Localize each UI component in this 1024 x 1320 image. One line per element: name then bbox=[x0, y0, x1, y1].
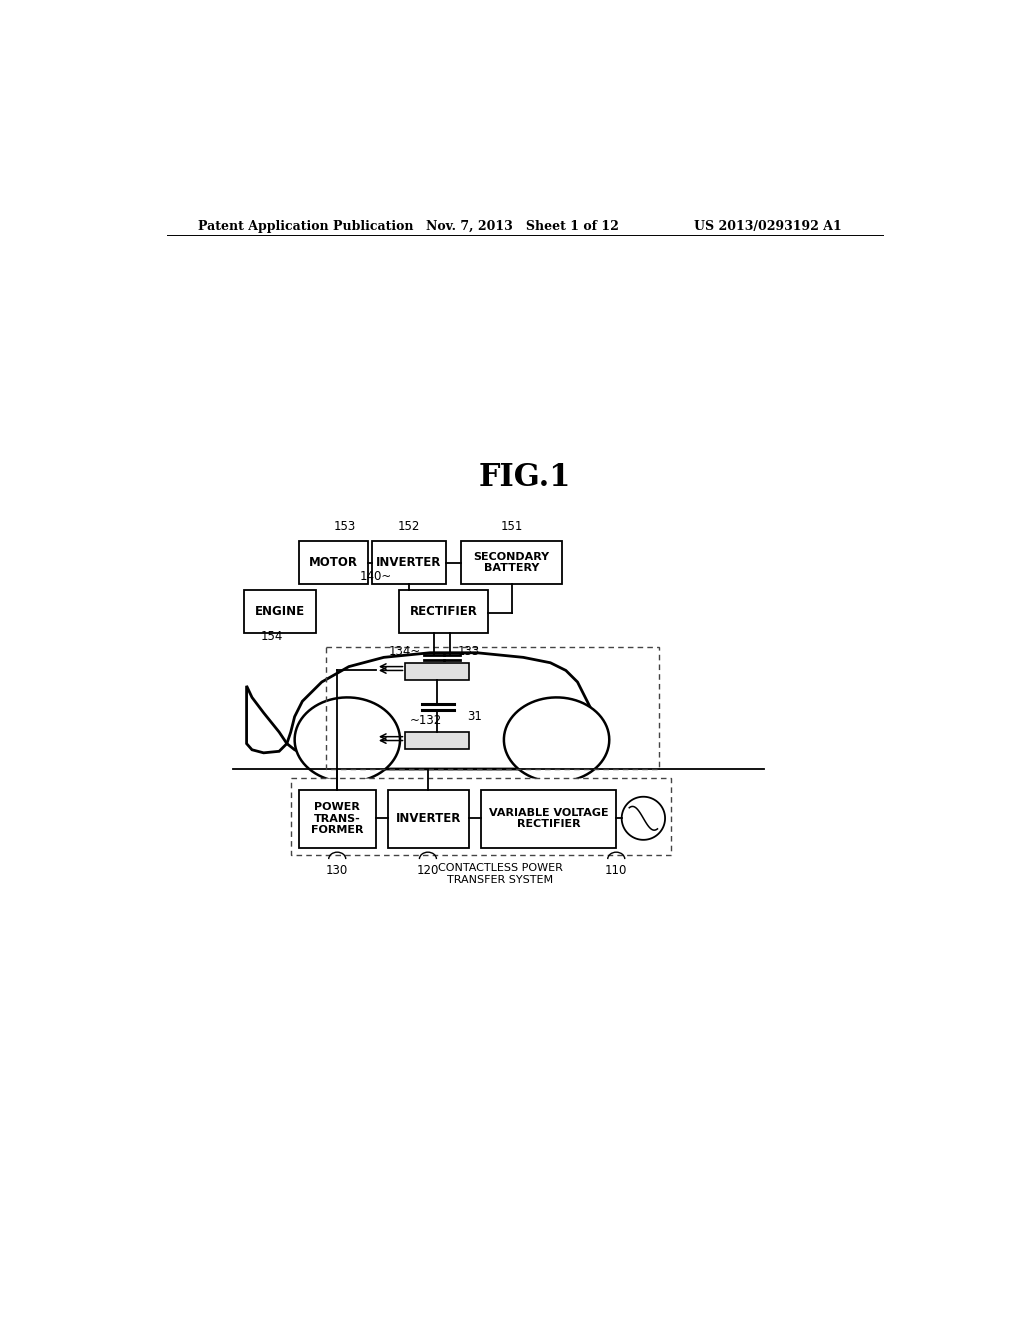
Text: 130: 130 bbox=[326, 865, 348, 878]
Text: SECONDARY
BATTERY: SECONDARY BATTERY bbox=[473, 552, 550, 573]
Text: 31: 31 bbox=[467, 710, 482, 723]
FancyBboxPatch shape bbox=[245, 590, 315, 632]
Text: ENGINE: ENGINE bbox=[255, 605, 305, 618]
Text: 154: 154 bbox=[260, 630, 283, 643]
FancyBboxPatch shape bbox=[406, 733, 469, 748]
Polygon shape bbox=[287, 653, 604, 770]
Text: CONTACTLESS POWER
TRANSFER SYSTEM: CONTACTLESS POWER TRANSFER SYSTEM bbox=[437, 863, 562, 884]
FancyBboxPatch shape bbox=[461, 541, 562, 585]
Polygon shape bbox=[295, 697, 400, 781]
Text: 152: 152 bbox=[397, 520, 420, 533]
Text: INVERTER: INVERTER bbox=[376, 556, 441, 569]
FancyBboxPatch shape bbox=[406, 663, 469, 680]
FancyBboxPatch shape bbox=[372, 541, 445, 585]
Text: 110: 110 bbox=[605, 865, 628, 878]
Polygon shape bbox=[622, 797, 665, 840]
Text: Patent Application Publication: Patent Application Publication bbox=[198, 219, 414, 232]
FancyBboxPatch shape bbox=[480, 789, 616, 847]
FancyBboxPatch shape bbox=[291, 779, 671, 855]
Text: INVERTER: INVERTER bbox=[395, 812, 461, 825]
Text: 151: 151 bbox=[501, 520, 523, 533]
Text: ~132: ~132 bbox=[410, 714, 442, 727]
Polygon shape bbox=[504, 697, 609, 781]
Text: 140~: 140~ bbox=[359, 570, 391, 582]
Text: POWER
TRANS-
FORMER: POWER TRANS- FORMER bbox=[311, 803, 364, 836]
Text: FIG.1: FIG.1 bbox=[478, 462, 571, 494]
Text: 134~: 134~ bbox=[389, 645, 421, 659]
Text: RECTIFIER: RECTIFIER bbox=[410, 605, 478, 618]
FancyBboxPatch shape bbox=[299, 541, 369, 585]
Text: 153: 153 bbox=[334, 520, 356, 533]
Polygon shape bbox=[247, 686, 287, 752]
FancyBboxPatch shape bbox=[399, 590, 488, 632]
FancyBboxPatch shape bbox=[388, 789, 469, 847]
Text: US 2013/0293192 A1: US 2013/0293192 A1 bbox=[693, 219, 842, 232]
Text: 133: 133 bbox=[458, 645, 479, 659]
Text: 120: 120 bbox=[417, 865, 439, 878]
Text: MOTOR: MOTOR bbox=[309, 556, 357, 569]
Text: Nov. 7, 2013   Sheet 1 of 12: Nov. 7, 2013 Sheet 1 of 12 bbox=[426, 219, 620, 232]
FancyBboxPatch shape bbox=[299, 789, 376, 847]
Text: VARIABLE VOLTAGE
RECTIFIER: VARIABLE VOLTAGE RECTIFIER bbox=[488, 808, 608, 829]
